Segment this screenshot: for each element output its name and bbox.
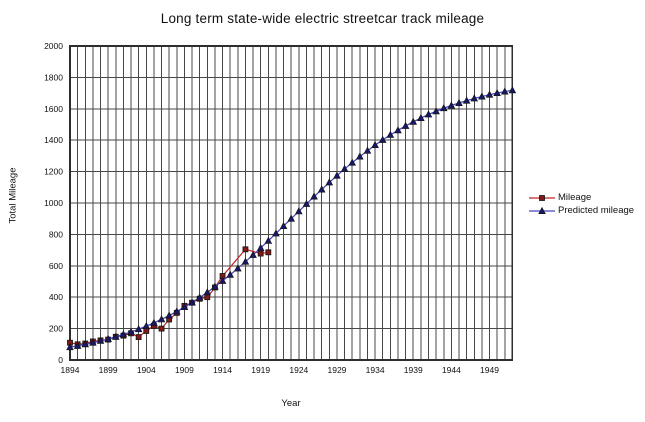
triangle-marker-icon [529,206,555,216]
svg-text:1939: 1939 [404,365,423,375]
svg-text:1400: 1400 [44,135,63,145]
svg-text:1924: 1924 [289,365,308,375]
svg-text:1949: 1949 [480,365,499,375]
svg-text:1929: 1929 [328,365,347,375]
svg-text:1894: 1894 [61,365,80,375]
svg-text:400: 400 [49,292,63,302]
svg-text:2000: 2000 [44,41,63,51]
svg-text:1909: 1909 [175,365,194,375]
x-axis-title: Year [281,398,301,409]
svg-text:1899: 1899 [99,365,118,375]
chart-title: Long term state-wide electric streetcar … [160,11,485,26]
legend-item-mileage: Mileage [529,191,634,204]
svg-text:1934: 1934 [366,365,385,375]
y-axis-tick-labels: 0 200 400 600 800 1000 1200 1400 1600 1800 2000 [44,41,63,365]
svg-text:600: 600 [49,261,63,271]
legend-label-mileage: Mileage [558,192,592,203]
series-predicted-mileage [66,86,517,351]
svg-text:200: 200 [49,324,63,334]
svg-text:1000: 1000 [44,198,63,208]
svg-text:1919: 1919 [251,365,270,375]
gridlines [69,45,513,361]
legend-label-predicted-mileage: Predicted mileage [558,205,635,216]
svg-text:1944: 1944 [442,365,461,375]
svg-text:800: 800 [49,229,63,239]
x-axis-tick-labels: 1894 1899 1904 1909 1914 1919 1924 1929 1934 1939… [61,365,500,375]
svg-text:1800: 1800 [44,72,63,82]
svg-text:1200: 1200 [44,167,63,177]
legend: Mileage Predicted mileage [529,191,634,217]
svg-text:1600: 1600 [44,104,63,114]
svg-text:1904: 1904 [137,365,156,375]
plot-border [69,45,514,361]
square-marker-icon [529,193,555,203]
legend-item-predicted-mileage: Predicted mileage [529,204,634,217]
svg-text:0: 0 [58,355,63,365]
svg-text:1914: 1914 [213,365,232,375]
